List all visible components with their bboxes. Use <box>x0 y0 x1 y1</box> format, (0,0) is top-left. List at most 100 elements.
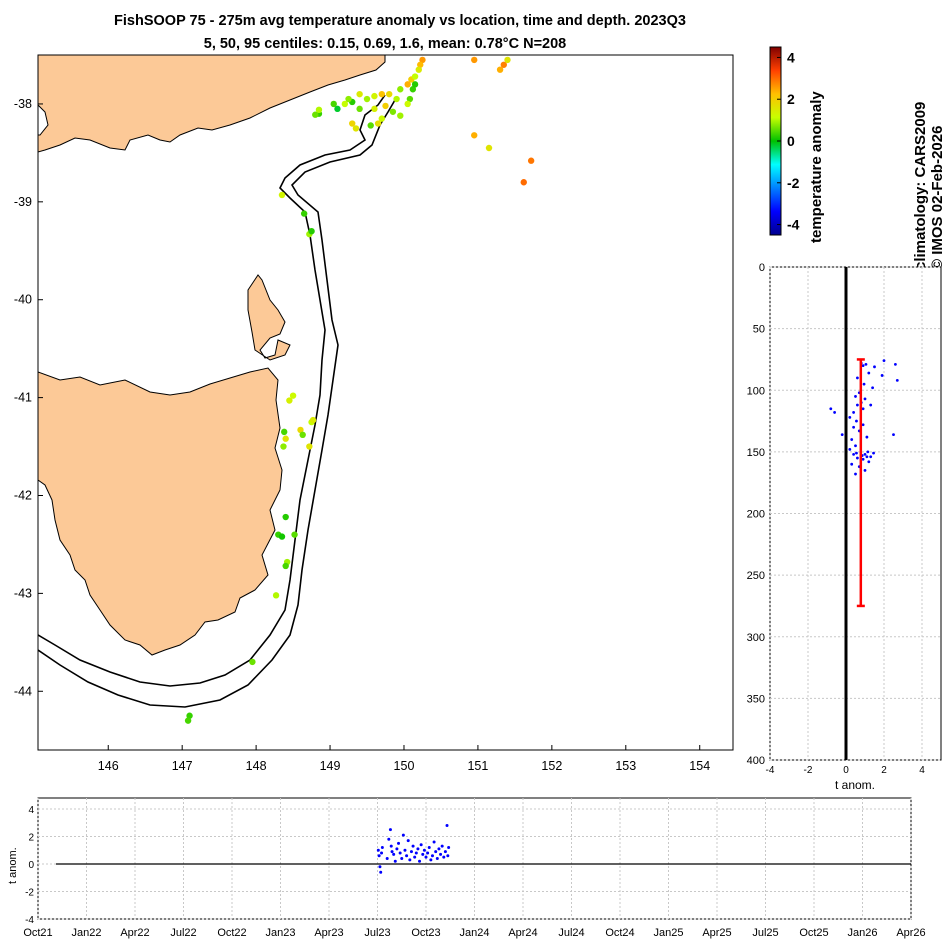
map-point <box>349 120 356 127</box>
mainland-australia <box>38 55 386 153</box>
depth-point <box>848 415 852 419</box>
map-point <box>281 428 288 436</box>
depth-point <box>850 462 854 466</box>
depth-point <box>880 374 884 377</box>
depth-profile-panel: -4 -2 0 2 4 0 50 100 150 200 250 300 350 400 t anom. <box>747 262 942 792</box>
time-x-tick-label: Jan23 <box>266 927 296 939</box>
map-point <box>341 100 349 108</box>
time-x-tick-label: Jul22 <box>170 927 196 939</box>
map-data-points <box>184 56 535 724</box>
map-point <box>186 712 193 719</box>
map-x-tick-label: 148 <box>246 759 267 773</box>
depth-point <box>867 371 871 375</box>
depth-point <box>863 452 867 456</box>
depth-point <box>861 407 865 411</box>
depth-point <box>863 468 867 472</box>
depth-point <box>852 425 855 429</box>
map-point <box>308 227 315 235</box>
map-point <box>389 108 397 115</box>
map-x-tick-label: 149 <box>320 759 341 773</box>
depth-y-tick-label: 0 <box>759 262 765 274</box>
depth-point <box>861 457 865 461</box>
depth-y-tick-label: 400 <box>747 755 765 767</box>
time-point <box>445 824 449 827</box>
map-point <box>471 56 478 64</box>
map-y-tick-label: -44 <box>14 684 32 698</box>
depth-x-tick-label: 4 <box>919 765 925 776</box>
map-point <box>363 95 371 103</box>
depth-point <box>865 455 869 459</box>
time-x-tick-label: Oct24 <box>605 927 634 939</box>
depth-point <box>882 359 886 363</box>
map-point <box>485 144 493 152</box>
time-point <box>385 857 389 860</box>
time-point <box>429 858 433 862</box>
time-point <box>378 865 382 869</box>
chart-subtitle: 5, 50, 95 centiles: 0.15, 0.69, 1.6, mea… <box>203 36 567 52</box>
depth-y-tick-label: 350 <box>747 693 765 705</box>
time-point <box>400 857 404 860</box>
time-x-tick-label: Apr23 <box>314 927 343 939</box>
map-point <box>378 115 386 122</box>
time-point <box>442 855 446 859</box>
depth-point <box>871 386 874 390</box>
depth-point <box>892 433 895 437</box>
time-point <box>377 854 381 858</box>
time-point <box>422 848 426 852</box>
depth-point <box>863 397 867 401</box>
map-y-tick-label: -42 <box>14 488 32 502</box>
map-x-tick-label: 153 <box>615 759 636 773</box>
depth-x-label: t anom. <box>835 778 875 792</box>
time-x-tick-label: Jan24 <box>460 927 490 939</box>
time-point <box>380 851 384 855</box>
depth-point <box>850 438 854 441</box>
time-y-tick-label: 4 <box>28 805 34 816</box>
depth-x-tick-label: 0 <box>843 765 849 776</box>
time-y-tick-label: 0 <box>28 860 34 871</box>
time-point <box>393 859 397 863</box>
time-point <box>435 857 439 860</box>
depth-y-tick-label: 100 <box>747 385 765 397</box>
depth-y-tick-label: 300 <box>747 632 765 644</box>
map-x-tick-label: 147 <box>172 759 193 773</box>
map-point <box>280 443 287 450</box>
time-x-tick-label: Apr26 <box>896 927 925 939</box>
time-x-tick-label: Apr25 <box>702 927 731 939</box>
time-y-tick-label: -2 <box>25 888 34 899</box>
depth-point <box>852 452 855 456</box>
map-panel: 146 147 148 149 150 151 152 153 154 -38 -39 -40 -41… <box>14 54 734 773</box>
map-point <box>504 56 511 64</box>
depth-point <box>855 451 858 455</box>
map-point <box>306 443 313 450</box>
depth-point <box>861 423 865 427</box>
time-point <box>432 840 436 844</box>
time-y-tick-label: 2 <box>28 833 34 844</box>
mean-anomaly-errorbar <box>856 358 865 608</box>
map-point <box>527 157 535 164</box>
time-point <box>413 855 417 859</box>
time-x-tick-label: Oct25 <box>799 927 828 939</box>
map-point <box>345 95 352 103</box>
map-point <box>289 392 297 399</box>
map-y-tick-label: -40 <box>14 293 32 307</box>
time-y-tick-label: -4 <box>25 915 34 926</box>
map-point <box>378 90 386 98</box>
map-point <box>286 397 293 404</box>
time-point <box>437 847 441 851</box>
time-point <box>414 851 418 855</box>
map-x-axis: 146 147 148 149 150 151 152 153 154 <box>98 745 710 773</box>
depth-point <box>854 395 857 398</box>
depth-point <box>895 378 899 382</box>
map-point <box>282 435 289 442</box>
time-point <box>440 844 444 848</box>
time-point <box>443 850 447 854</box>
map-point <box>371 92 378 100</box>
time-point <box>395 847 399 851</box>
map-point <box>334 105 341 113</box>
time-point <box>447 846 451 849</box>
time-point <box>426 851 430 855</box>
colorbar: 4 2 0 -2 -4 <box>769 46 800 236</box>
map-point <box>309 416 317 424</box>
time-point <box>434 850 438 854</box>
depth-point <box>833 411 836 414</box>
